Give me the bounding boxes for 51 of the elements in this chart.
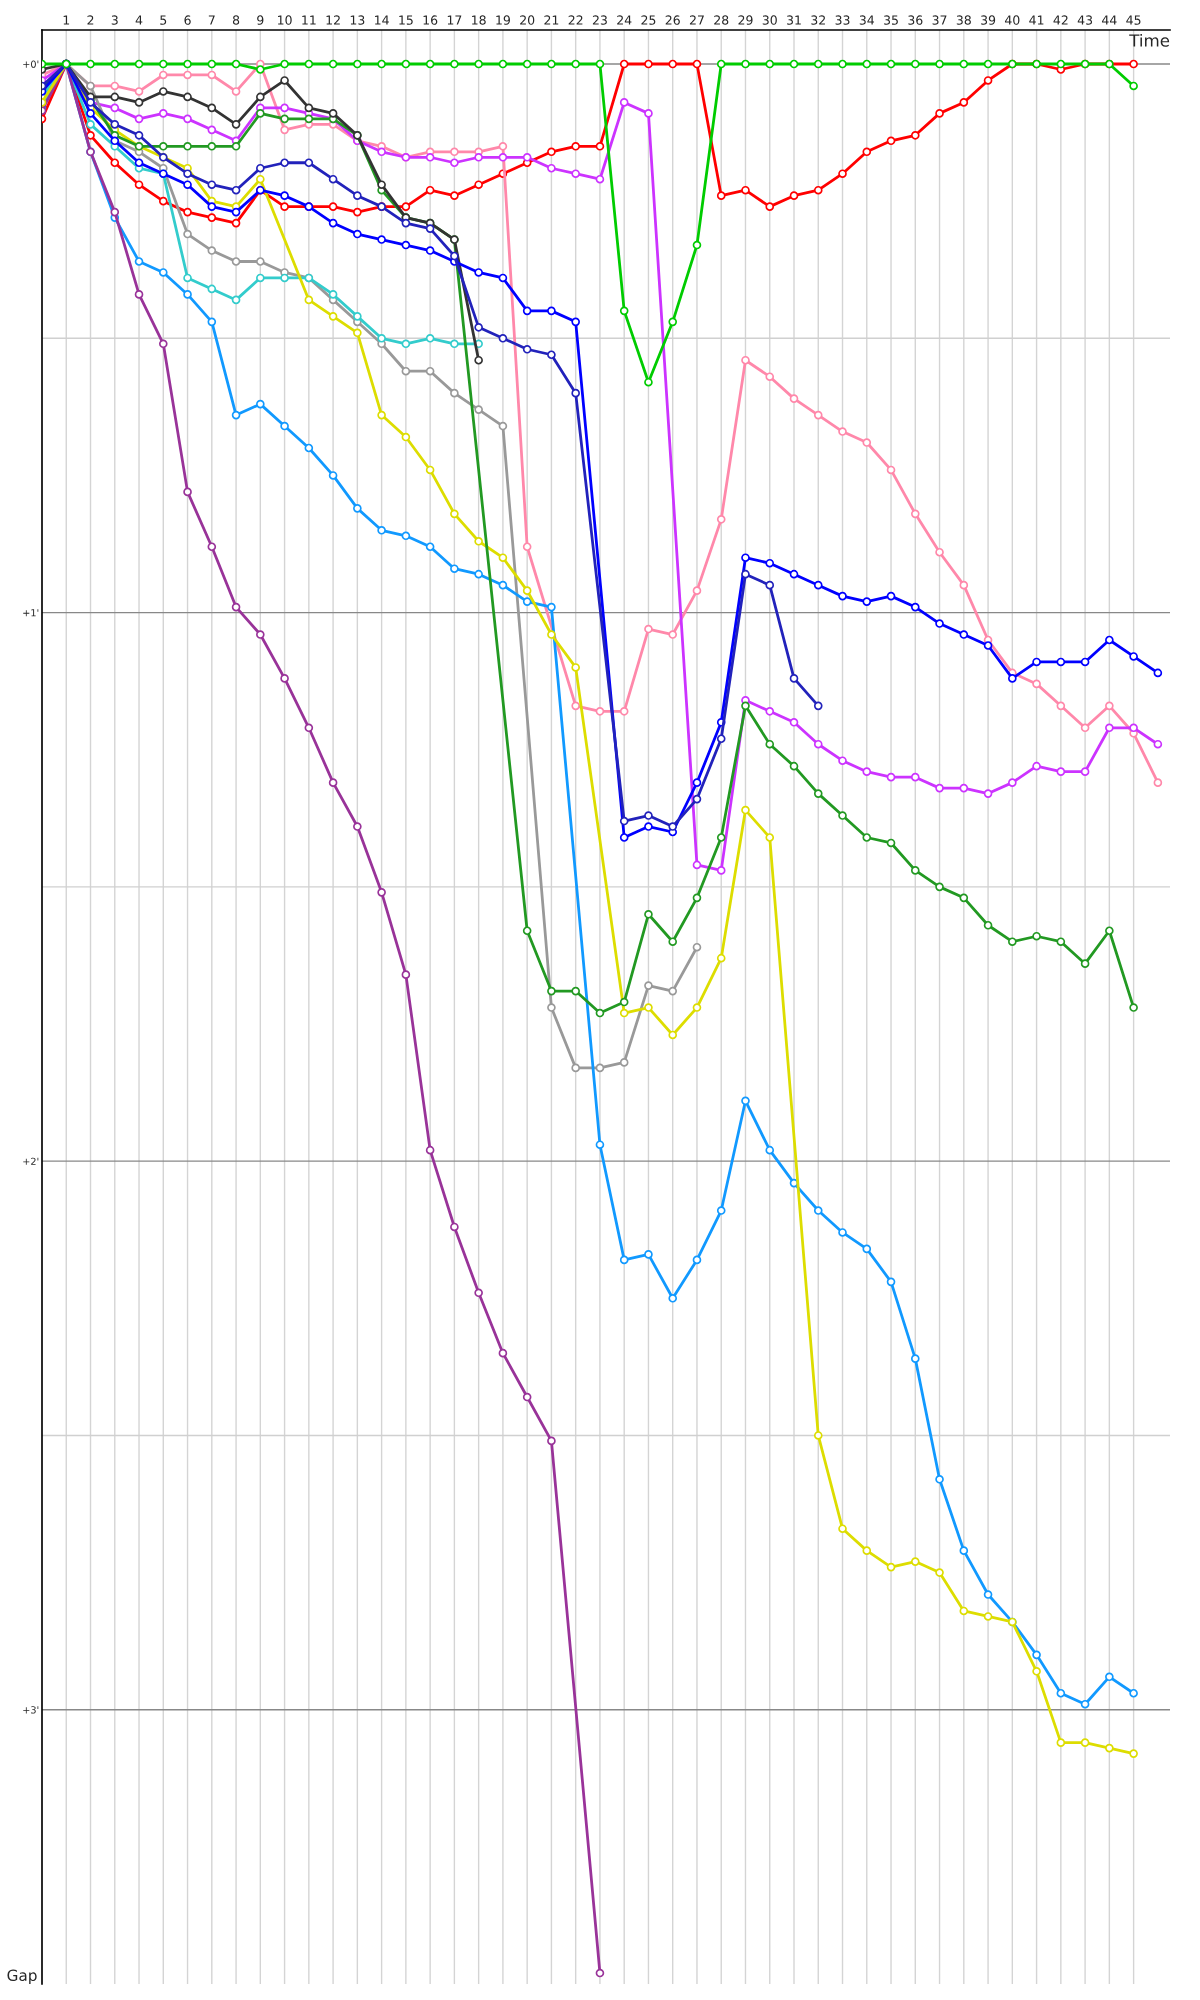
x-tick-label: 34 [859, 15, 875, 25]
x-tick-label: 29 [738, 15, 753, 25]
x-tick-label: 40 [1004, 15, 1020, 25]
y-tick-label: +0' [23, 60, 39, 68]
x-tick-label: 17 [447, 15, 462, 25]
x-tick-label: 42 [1053, 15, 1068, 25]
x-tick-label: 32 [811, 15, 825, 25]
x-tick-label: 1 [63, 15, 70, 25]
x-tick-label: 23 [592, 15, 607, 25]
x-tick-label: 26 [665, 15, 680, 25]
x-tick-label: 25 [641, 15, 656, 25]
x-tick-label: 30 [762, 15, 777, 25]
x-tick-label: 35 [884, 15, 898, 25]
x-tick-label: 5 [160, 15, 167, 25]
x-tick-label: 27 [689, 15, 704, 25]
x-tick-label: 9 [257, 15, 264, 25]
x-tick-label: 39 [981, 15, 996, 25]
x-axis-title: Time [1129, 33, 1170, 47]
x-tick-label: 4 [135, 15, 143, 25]
x-tick-label: 44 [1102, 15, 1117, 25]
x-tick-label: 22 [568, 15, 583, 25]
y-axis-title: Gap [7, 1969, 37, 1984]
x-tick-label: 24 [617, 15, 632, 25]
x-tick-label: 3 [111, 15, 118, 25]
x-tick-label: 31 [787, 15, 801, 25]
x-tick-label: 14 [375, 15, 389, 25]
x-tick-label: 10 [278, 15, 292, 25]
x-tick-label: 38 [956, 15, 971, 25]
x-tick-label: 13 [350, 15, 365, 25]
x-tick-label: 18 [472, 15, 486, 25]
x-tick-label: 37 [932, 15, 947, 25]
x-tick-label: 2 [87, 15, 94, 25]
x-tick-label: 19 [496, 15, 510, 25]
y-tick-label: +2' [23, 1157, 39, 1165]
x-tick-label: 7 [208, 15, 215, 25]
x-tick-label: 41 [1029, 15, 1044, 25]
x-tick-label: 21 [544, 15, 559, 25]
x-tick-label: 11 [302, 15, 316, 25]
x-tick-label: 16 [423, 15, 438, 25]
x-tick-label: 33 [835, 15, 850, 25]
x-tick-label: 8 [232, 15, 240, 25]
x-tick-label: 43 [1077, 15, 1093, 25]
y-tick-label: +3' [23, 1706, 39, 1714]
x-tick-label: 20 [520, 15, 535, 25]
y-tick-label: +1' [23, 609, 39, 617]
x-tick-label: 6 [184, 15, 191, 25]
x-tick-label: 28 [714, 15, 729, 25]
x-tick-label: 36 [908, 15, 923, 25]
x-tick-label: 12 [326, 15, 340, 25]
x-tick-label: 45 [1126, 15, 1141, 25]
x-tick-label: 15 [399, 15, 413, 25]
